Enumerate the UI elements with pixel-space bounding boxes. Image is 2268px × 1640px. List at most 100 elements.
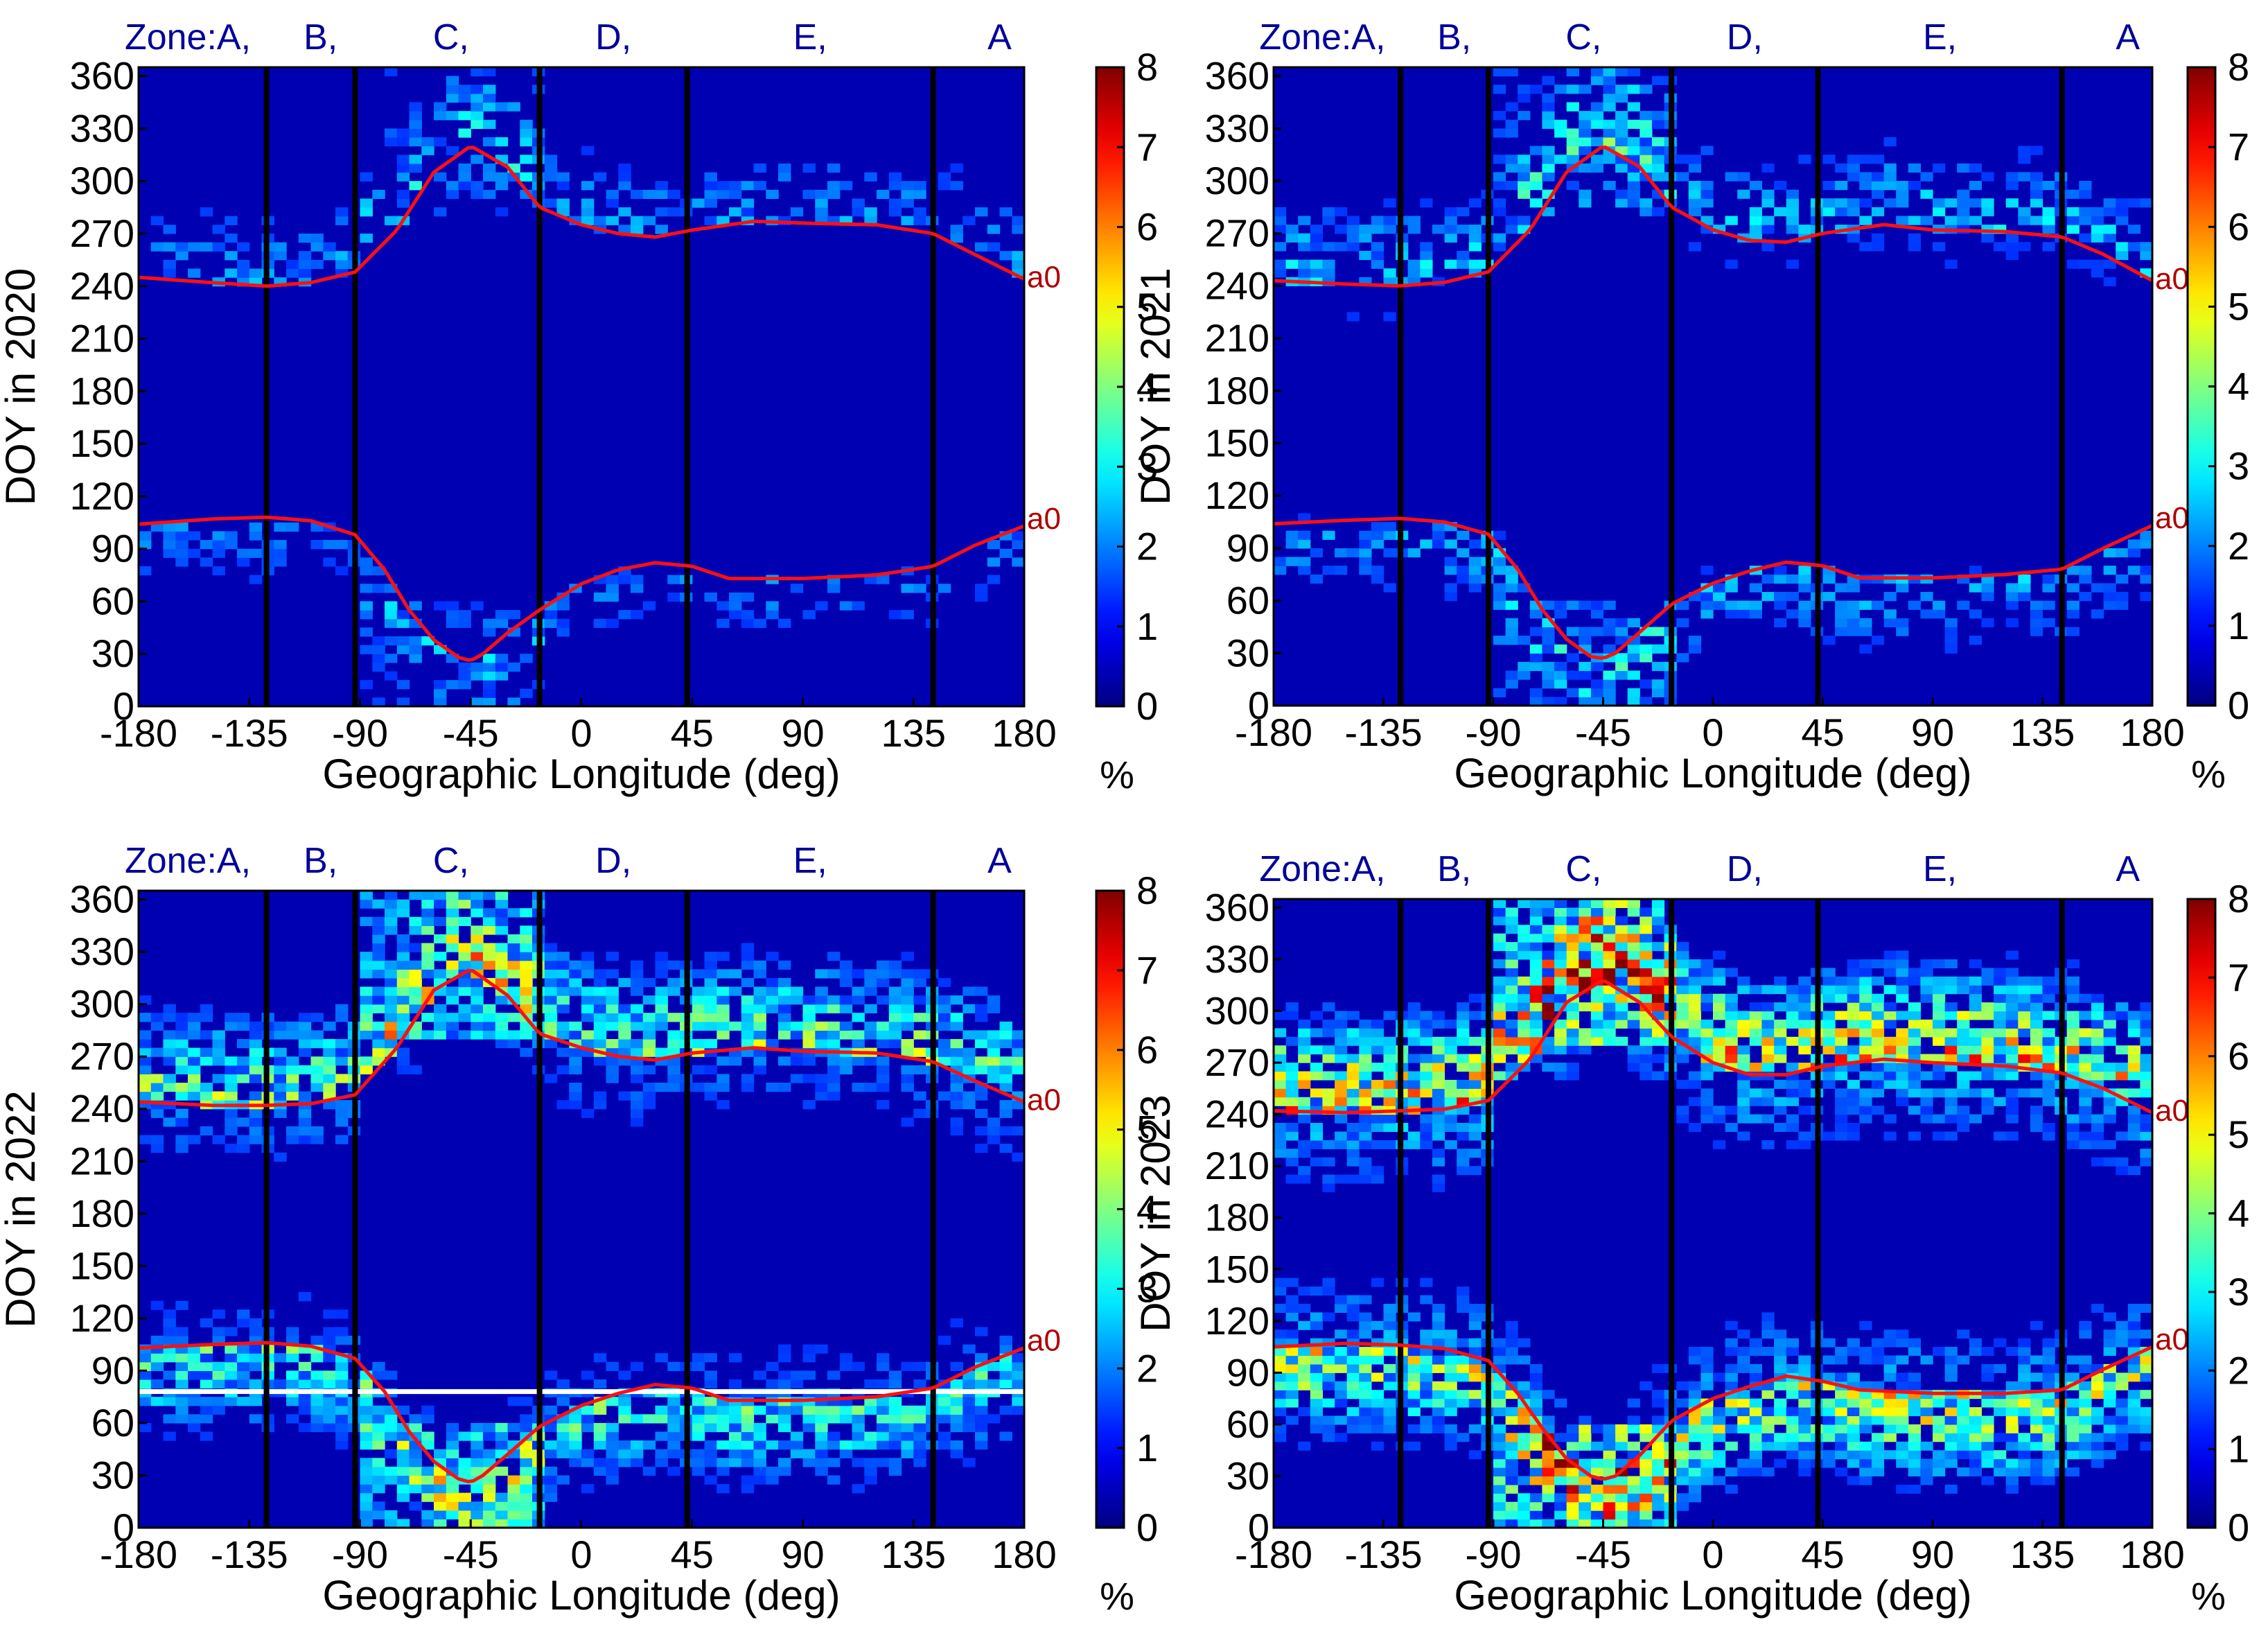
heatmap-cell [2066,1450,2080,1460]
heatmap-cell [1407,1131,1421,1141]
heatmap-cell [1786,1441,1799,1451]
heatmap-cell [1994,1450,2007,1460]
heatmap-cell [729,1021,742,1031]
heatmap-cell [1981,233,1994,243]
colorbar-tick-label: 2 [1136,1346,1158,1390]
heatmap-cell [323,1047,336,1057]
heatmap-cell [1994,1131,2007,1141]
heatmap-cell [1676,968,1689,977]
y-tick-label: 270 [1205,211,1269,255]
heatmap-cell [1774,1106,1787,1115]
heatmap-cell [495,610,509,620]
heatmap-cell [471,1458,484,1467]
heatmap-cell [753,1466,766,1476]
heatmap-cell [1566,1441,1579,1451]
heatmap-cell [1407,1441,1421,1451]
heatmap-cell [2103,1019,2116,1029]
heatmap-cell [556,960,570,970]
heatmap-cell [1566,1011,1579,1020]
heatmap-cell [606,1475,619,1485]
heatmap-cell [606,1074,619,1083]
heatmap-cell [446,601,459,611]
heatmap-cell [544,618,558,628]
heatmap-cell [815,1344,828,1354]
heatmap-cell [1969,1071,1982,1081]
heatmap-cell [2030,1011,2043,1020]
heatmap-cell [1822,1398,1836,1408]
heatmap-cell [150,1144,164,1153]
heatmap-cell [200,207,213,217]
heatmap-cell [1566,1071,1579,1081]
heatmap-cell [2042,1433,2055,1442]
heatmap-cell [483,662,496,672]
heatmap-cell [1566,688,1579,697]
heatmap-cell [409,986,422,996]
heatmap-cell [618,172,631,182]
heatmap-cell [631,1021,644,1031]
heatmap-cell [1957,1355,1970,1365]
heatmap-cell [200,1056,213,1066]
heatmap-cell [446,111,459,121]
heatmap-cell [1310,1123,1323,1132]
heatmap-cell [1700,993,1714,1003]
heatmap-cell [1896,959,1909,968]
heatmap-cell [631,189,644,199]
heatmap-cell [1603,916,1616,925]
heatmap-cell [631,225,644,234]
heatmap-cell [225,540,238,550]
heatmap-cell [1798,583,1811,593]
heatmap-cell [1774,1123,1787,1132]
heatmap-cell [1737,1019,1750,1029]
heatmap-cell [1920,216,1933,225]
heatmap-cell [360,557,373,567]
heatmap-cell [1274,1355,1287,1365]
heatmap-cell [2042,1415,2055,1425]
heatmap-cell [790,1431,804,1441]
heatmap-cell [225,1083,238,1092]
heatmap-cell [1713,1054,1726,1063]
heatmap-cell [1737,1390,1750,1399]
heatmap-cell [901,1117,914,1127]
heatmap-cell [631,610,644,620]
heatmap-cell [2116,1329,2129,1339]
heatmap-cell [753,960,766,970]
heatmap-cell [888,172,902,182]
heatmap-cell [175,1405,188,1415]
heatmap-cell [200,1405,213,1415]
heatmap-cell [1579,950,1592,960]
heatmap-cell [1529,697,1542,706]
heatmap-cell [385,1475,398,1485]
heatmap-cell [139,531,152,541]
heatmap-cell [1847,1097,1860,1106]
heatmap-cell [1274,1140,1287,1149]
heatmap-cell [2005,1441,2019,1451]
heatmap-cell [434,137,447,147]
heatmap-cell [852,1083,865,1092]
heatmap-cell [163,259,176,270]
heatmap-cell [802,1422,816,1433]
heatmap-cell [950,163,963,173]
heatmap-cell [1590,1441,1604,1451]
heatmap-cell [163,1336,176,1345]
heatmap-cell [1444,1381,1457,1390]
heatmap-cell [1957,1045,1970,1055]
heatmap-cell [1012,1379,1025,1389]
heatmap-cell [1603,137,1616,147]
colorbar-tick-label: 7 [1136,125,1158,168]
heatmap-cell [1579,85,1592,94]
heatmap-cell [1774,1054,1787,1063]
heatmap-cell [1871,172,1885,182]
heatmap-cell [827,1370,841,1380]
heatmap-cell [1579,600,1592,610]
heatmap-cell [1310,1045,1323,1055]
heatmap-cell [298,1405,312,1415]
heatmap-cell [237,1144,250,1153]
heatmap-cell [2140,1149,2153,1158]
heatmap-cell [1285,530,1299,540]
heatmap-cell [495,137,509,147]
heatmap-cell [839,1030,853,1040]
heatmap-cell [1518,1338,1531,1347]
heatmap-cell [434,688,447,698]
heatmap-cell [950,1047,963,1057]
heatmap-cell [1883,1355,1897,1365]
